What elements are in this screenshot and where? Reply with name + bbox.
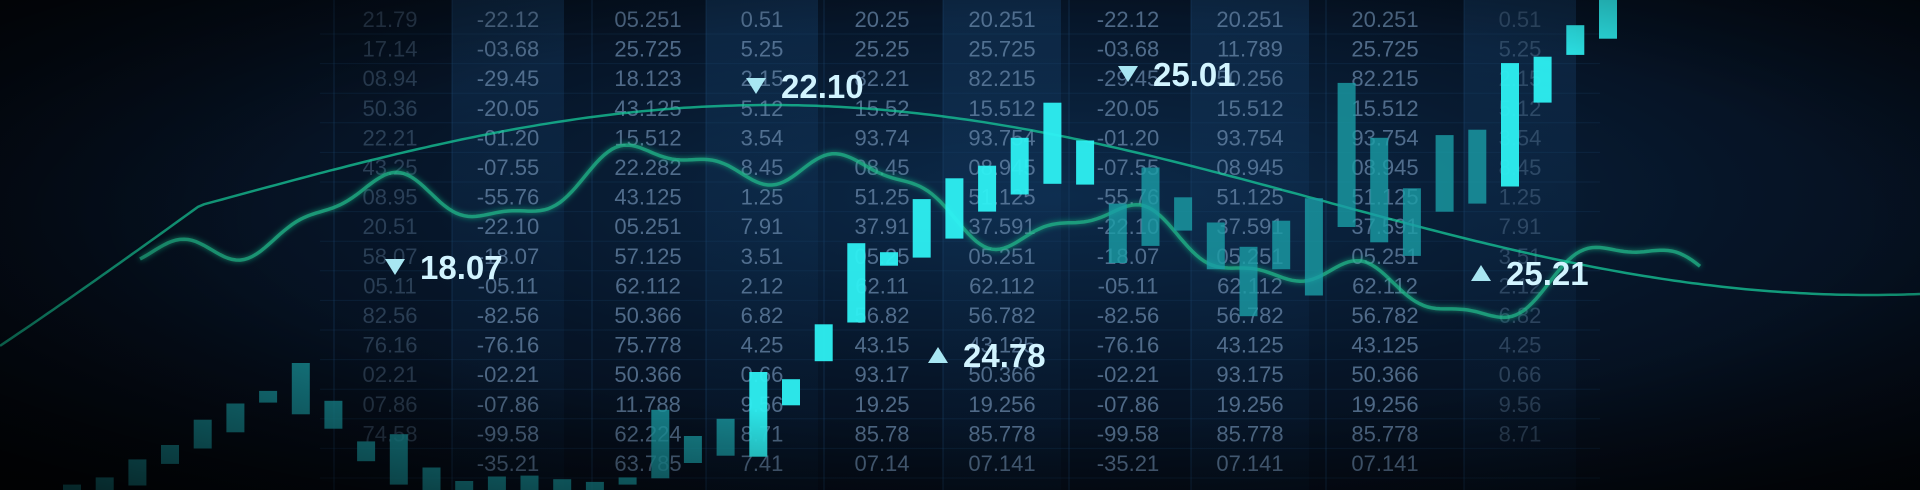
candlestick-chart: 21.7917.1408.9450.3622.2143.2508.9520.51… xyxy=(0,0,1920,490)
vignette-overlay xyxy=(0,0,1920,490)
stock-chart-banner: 21.7917.1408.9450.3622.2143.2508.9520.51… xyxy=(0,0,1920,490)
